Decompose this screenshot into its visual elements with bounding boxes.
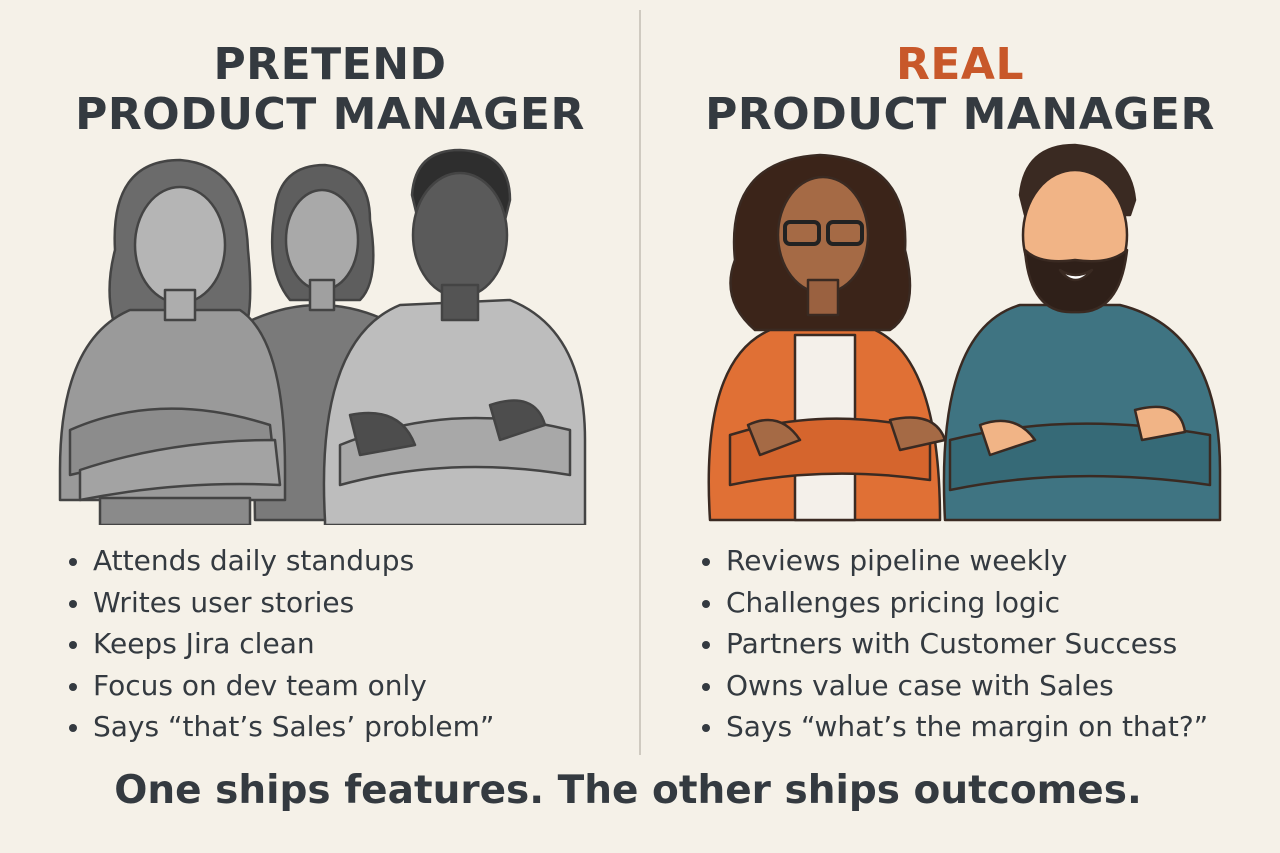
- trait-item: Attends daily standups: [67, 540, 494, 582]
- title-line-2: PRODUCT MANAGER: [705, 89, 1215, 140]
- real-pm-illustration: [707, 143, 1222, 522]
- trait-item: Reviews pipeline weekly: [700, 540, 1208, 582]
- trait-item: Owns value case with Sales: [700, 665, 1208, 707]
- trait-item: Challenges pricing logic: [700, 582, 1208, 624]
- title-line-2: PRODUCT MANAGER: [75, 89, 585, 140]
- pretend-pm-illustration: [58, 148, 587, 525]
- person-woman: [707, 153, 947, 522]
- pretend-pm-title: PRETEND PRODUCT MANAGER: [10, 40, 650, 140]
- person-right: [322, 148, 587, 525]
- title-line-1: PRETEND: [213, 39, 447, 90]
- real-pm-title: REAL PRODUCT MANAGER: [640, 40, 1280, 140]
- trait-item: Says “what’s the margin on that?”: [700, 706, 1208, 748]
- real-pm-traits: Reviews pipeline weekly Challenges prici…: [700, 540, 1208, 748]
- trait-item: Focus on dev team only: [67, 665, 494, 707]
- footer-tagline: One ships features. The other ships outc…: [114, 768, 1142, 813]
- trait-item: Says “that’s Sales’ problem”: [67, 706, 494, 748]
- trait-item: Writes user stories: [67, 582, 494, 624]
- person-man: [942, 143, 1222, 522]
- trait-item: Partners with Customer Success: [700, 623, 1208, 665]
- title-line-1: REAL: [895, 39, 1025, 90]
- pretend-pm-traits: Attends daily standups Writes user stori…: [67, 540, 494, 748]
- trait-item: Keeps Jira clean: [67, 623, 494, 665]
- center-divider: [639, 10, 641, 755]
- person-left: [58, 158, 287, 525]
